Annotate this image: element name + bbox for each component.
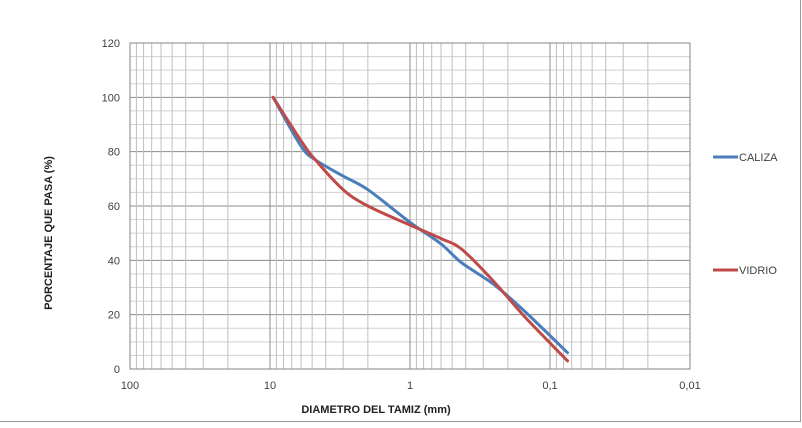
plot-area-border xyxy=(129,42,691,370)
grid-layer xyxy=(130,42,691,370)
legend-label-caliza: CALIZA xyxy=(739,152,778,164)
y-axis-tick-labels: 0 20 40 60 80 100 120 xyxy=(102,38,120,376)
y-tick-label: 40 xyxy=(108,255,120,267)
y-tick-label: 80 xyxy=(108,147,120,159)
x-tick-label: 0,01 xyxy=(679,380,700,392)
x-tick-label: 100 xyxy=(121,380,139,392)
y-tick-label: 60 xyxy=(108,201,120,213)
y-tick-label: 20 xyxy=(108,310,120,322)
y-tick-label: 100 xyxy=(102,92,120,104)
legend-label-vidrio: VIDRIO xyxy=(739,265,777,277)
x-axis-title: DIAMETRO DEL TAMIZ (mm) xyxy=(301,404,451,416)
x-tick-label: 1 xyxy=(407,380,413,392)
y-axis-title: PORCENTAJE QUE PASA (%) xyxy=(43,156,55,310)
series-layer xyxy=(271,95,569,363)
y-tick-label: 0 xyxy=(114,364,120,376)
series-line-vidrio xyxy=(271,95,569,363)
legend: CALIZA VIDRIO xyxy=(713,152,778,277)
y-tick-label: 120 xyxy=(102,38,120,50)
x-axis-tick-labels: 100 10 1 0,1 0,01 xyxy=(121,380,701,392)
x-tick-label: 10 xyxy=(264,380,276,392)
x-tick-label: 0,1 xyxy=(542,380,557,392)
